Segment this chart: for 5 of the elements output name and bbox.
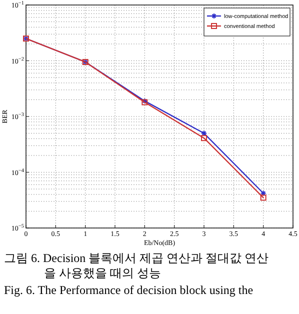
caption: 그림 6. Decision 블록에서 제곱 연산과 절대값 연산 <box>4 251 269 265</box>
point <box>260 194 266 201</box>
caption: Fig. 6. The Performance of decision block using the <box>4 283 254 297</box>
point <box>201 135 207 142</box>
text: 을 사용했을 때의 성능 <box>44 266 161 280</box>
